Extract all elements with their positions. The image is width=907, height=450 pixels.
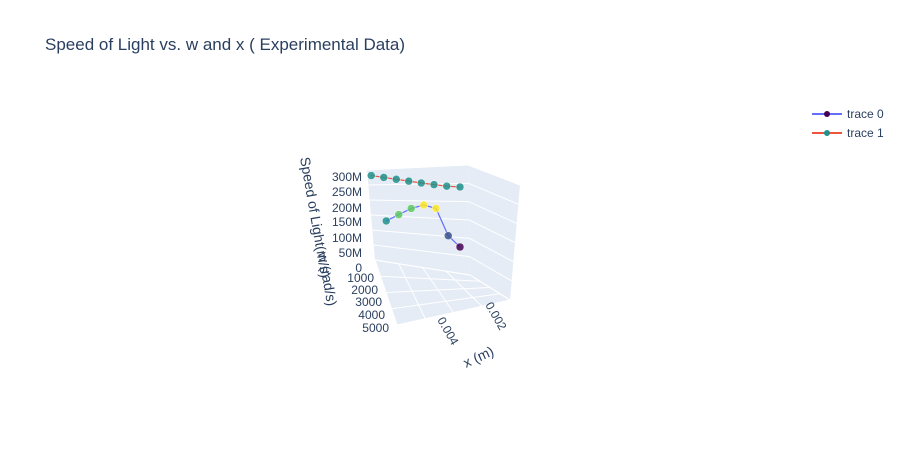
legend: trace 0 trace 1	[812, 107, 884, 140]
x-tick-label: 0.004	[434, 315, 461, 348]
side-wall-gridline	[468, 219, 516, 243]
data-traces	[367, 171, 465, 252]
x-tick-label: 0.002	[482, 300, 509, 333]
data-point[interactable]	[404, 176, 413, 186]
floor-plane	[375, 260, 510, 325]
z-tick-label: 0	[355, 261, 362, 275]
legend-item-trace-1[interactable]: trace 1	[812, 126, 884, 140]
z-tick-label: 50M	[339, 246, 362, 260]
y-tick-label: 4000	[358, 308, 385, 322]
data-point[interactable]	[392, 175, 401, 184]
side-wall-gridline	[469, 256, 512, 282]
data-point[interactable]	[442, 181, 451, 191]
floor-gridline	[396, 299, 511, 326]
y-tick-label: 2000	[351, 283, 378, 297]
data-point[interactable]	[382, 216, 391, 226]
floor-gridline	[385, 287, 491, 293]
floor-gridline	[391, 293, 501, 310]
legend-marker-trace-0	[824, 111, 830, 117]
floor-gridline	[469, 274, 511, 301]
data-point[interactable]	[407, 204, 416, 213]
data-point[interactable]	[455, 242, 465, 252]
floor-gridline	[445, 270, 483, 307]
y-tick-label: 3000	[355, 295, 382, 309]
side-wall-gridline	[468, 182, 519, 205]
data-point[interactable]	[367, 171, 376, 180]
back-wall-gridline	[373, 244, 470, 258]
y-tick-label: 5000	[362, 321, 389, 335]
y-axis-ticks: 1000 2000 3000 4000 5000	[347, 271, 389, 335]
legend-item-trace-0[interactable]: trace 0	[812, 107, 884, 121]
z-tick-label: 250M	[332, 185, 362, 199]
side-wall-gridline	[469, 237, 514, 263]
back-wall-gridline	[370, 214, 470, 221]
grid-lines	[366, 164, 521, 326]
legend-label-trace-0: trace 0	[847, 107, 884, 121]
data-point[interactable]	[394, 210, 403, 219]
z-tick-label: 100M	[332, 231, 362, 245]
data-point[interactable]	[444, 231, 453, 240]
z-axis-ticks: 0 50M 100M 150M 200M 250M 300M	[332, 170, 362, 275]
z-tick-label: 300M	[332, 170, 362, 184]
back-wall-gridline	[366, 164, 469, 171]
3d-scene[interactable]: 0 50M 100M 150M 200M 250M 300M 1000 2000…	[297, 156, 521, 371]
data-point[interactable]	[417, 178, 426, 188]
side-wall-gridline	[467, 164, 521, 186]
y-tick-label: 1000	[347, 271, 374, 285]
legend-label-trace-1: trace 1	[847, 126, 884, 140]
data-point[interactable]	[379, 173, 388, 182]
back-wall-gridline	[372, 229, 470, 239]
data-point[interactable]	[429, 180, 439, 189]
x-axis-title: x (m)	[461, 343, 497, 371]
data-point[interactable]	[419, 200, 428, 210]
z-tick-label: 150M	[332, 215, 362, 229]
legend-marker-trace-1	[824, 130, 830, 136]
data-point[interactable]	[431, 204, 441, 213]
z-tick-label: 200M	[332, 201, 362, 215]
chart-title: Speed of Light vs. w and x ( Experimenta…	[45, 35, 405, 54]
data-point[interactable]	[455, 182, 465, 192]
side-wall-gridline	[468, 201, 517, 224]
back-wall-gridline	[369, 199, 469, 203]
